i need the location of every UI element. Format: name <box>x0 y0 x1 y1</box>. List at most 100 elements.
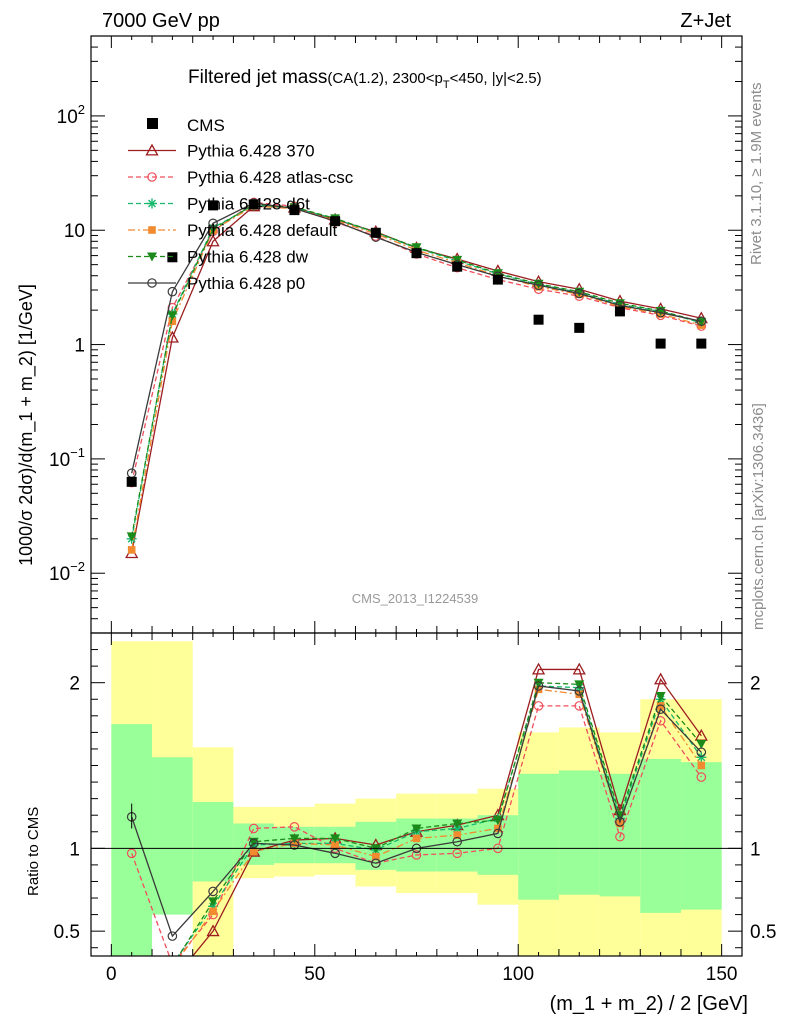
chart-title-subscript: T <box>443 79 450 91</box>
cms-point-12 <box>614 306 625 317</box>
ratio-5-point-13 <box>655 704 666 714</box>
series-3-point-1 <box>168 317 177 326</box>
cms-point-3 <box>248 199 259 210</box>
legend-marker-4 <box>147 252 157 262</box>
side-label-bottom: mcplots.cern.ch [arXiv:1306.3436] <box>750 403 767 630</box>
ratio-3-point-14 <box>697 761 706 770</box>
series-5-point-13 <box>655 307 666 318</box>
legend-label-3: Pythia 6.428 default <box>187 221 338 240</box>
ratio-tick-label-right-0: 2 <box>750 674 761 695</box>
legend-marker-5 <box>147 278 157 288</box>
ratio-4-point-11 <box>574 680 585 690</box>
side-label-top: Rivet 3.1.10, ≥ 1.9M events <box>748 83 765 266</box>
ratio-4-point-13 <box>655 691 666 701</box>
ratio-tick-label-left-1: 1 <box>69 839 80 860</box>
chart-title-main: Filtered jet mass <box>188 67 327 88</box>
ratio-3-point-5 <box>331 841 339 849</box>
legend-label-4: Pythia 6.428 dw <box>187 248 309 267</box>
legend-marker-0 <box>145 143 159 156</box>
series-5-point-14 <box>696 316 707 327</box>
ratio-1-point-12 <box>615 831 625 842</box>
y-tick-exp-4: −2 <box>70 559 85 574</box>
cms-point-8 <box>452 261 463 272</box>
legend-label-0: Pythia 6.428 370 <box>187 142 315 161</box>
band-inner-14 <box>680 762 722 910</box>
ratio-5-point-12 <box>615 817 625 827</box>
y-tick-base-0: 10 <box>57 107 78 128</box>
ratio-3-point-10 <box>534 685 543 694</box>
legend-label-1: Pythia 6.428 atlas-csc <box>187 168 354 187</box>
cms-data-points <box>126 199 707 487</box>
series-5-point-2 <box>208 218 218 229</box>
ratio-1-point-7 <box>411 850 422 860</box>
chart-title: Filtered jet mass(CA(1.2), 2300<pT<450, … <box>188 67 542 91</box>
ratio-5-point-3 <box>248 838 259 849</box>
y-tick-label-4: 10−2 <box>49 559 85 585</box>
legend-label-2: Pythia 6.428 d6t <box>187 195 310 214</box>
series-5-point-10 <box>533 280 544 291</box>
ratio-4-point-7 <box>411 824 422 834</box>
cms-point-9 <box>492 274 503 285</box>
ratio-3-point-9 <box>494 824 502 833</box>
ratio-3-point-6 <box>372 852 380 861</box>
ratio-4-point-10 <box>533 678 544 688</box>
ratio-5-point-14 <box>696 747 707 758</box>
legend-label-cms: CMS <box>187 116 225 135</box>
series-3-point-0 <box>127 546 136 554</box>
ratio-3-point-2 <box>209 907 217 916</box>
band-inner-2 <box>192 801 234 882</box>
ratio-line-4 <box>177 682 702 956</box>
ratio-3-point-3 <box>249 847 258 856</box>
ratio-3-point-13 <box>656 702 665 710</box>
ratio-line-1 <box>131 705 702 956</box>
ratio-4-point-9 <box>492 816 503 826</box>
y-tick-label-1: 10 <box>64 221 85 242</box>
ratio-0-point-11 <box>572 662 586 675</box>
cms-point-2 <box>208 200 219 211</box>
series-4-point-9 <box>492 269 503 279</box>
series-5-point-1 <box>167 286 178 297</box>
ratio-tick-label-right-2: 0.5 <box>750 922 776 943</box>
ratio-2-point-14-d2 <box>697 753 706 762</box>
legend-marker-cms <box>147 118 158 129</box>
series-5-point-11 <box>574 288 585 299</box>
chart-title-sub: (CA(1.2), 2300<p <box>327 70 442 87</box>
y-tick-base-2: 1 <box>74 336 85 357</box>
ratio-4-point-4 <box>289 834 300 844</box>
ratio-1-point-0 <box>126 848 137 859</box>
cms-point-7 <box>411 248 422 259</box>
y-axis-label: 1000/σ 2dσ)/d(m_1 + m_2) [1/GeV] <box>16 284 37 566</box>
ratio-5-point-2 <box>208 886 218 897</box>
legend-label-5: Pythia 6.428 p0 <box>187 274 305 293</box>
ratio-1-point-8 <box>452 848 462 859</box>
ratio-0-point-10 <box>531 662 546 675</box>
cms-point-11 <box>574 322 585 333</box>
cms-point-14 <box>696 338 707 349</box>
x-tick-label-0: 0 <box>106 964 117 985</box>
analysis-id: CMS_2013_I1224539 <box>352 591 479 606</box>
ratio-3-point-7 <box>412 834 421 843</box>
band-inner-11 <box>558 770 600 895</box>
y-tick-exp-0: 2 <box>78 102 85 117</box>
ratio-4-point-5 <box>330 834 341 844</box>
ratio-5-point-11 <box>574 686 585 696</box>
header-right: Z+Jet <box>680 10 731 32</box>
ratio-0-point-13 <box>654 672 668 685</box>
ratio-4-point-8 <box>452 819 463 829</box>
ratio-0-point-2 <box>206 924 220 937</box>
series-0-point-2 <box>206 234 220 247</box>
y-tick-label-3: 10−1 <box>49 445 85 471</box>
ratio-3-point-8 <box>453 831 461 839</box>
ratio-series-layer <box>91 662 742 956</box>
cms-point-6 <box>370 227 381 238</box>
ratio-5-point-1 <box>167 931 178 941</box>
y-tick-base-1: 10 <box>64 221 85 242</box>
ratio-1-point-3 <box>248 823 259 834</box>
x-tick-label-2: 100 <box>502 964 534 985</box>
legend-marker-1 <box>147 172 157 182</box>
ratio-4-point-14 <box>696 739 707 749</box>
ratio-uncertainty-bands <box>111 641 722 956</box>
ratio-1-point-14 <box>696 772 707 782</box>
y-tick-base-4: 10 <box>49 564 70 585</box>
